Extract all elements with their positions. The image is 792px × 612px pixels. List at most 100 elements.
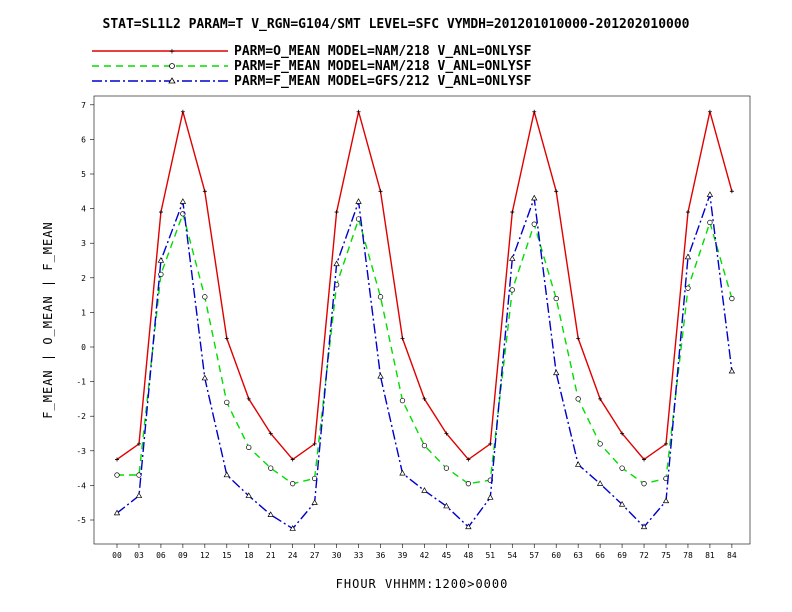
series-line-0: [116, 111, 733, 461]
data-point-circle: [202, 294, 208, 300]
x-tick-label: 57: [529, 551, 539, 560]
y-tick-label: 7: [81, 101, 86, 110]
data-point-plus: [620, 431, 625, 436]
y-tick-label: 1: [81, 308, 86, 317]
data-point-plus: [598, 396, 603, 401]
x-tick-label: 12: [200, 551, 210, 560]
y-tick-label: -5: [76, 516, 86, 525]
data-point-circle: [421, 442, 428, 449]
x-axis-label: FHOUR VHHMM:1200>0000: [336, 577, 509, 591]
data-point-circle: [246, 444, 252, 450]
data-point-plus: [532, 109, 537, 114]
x-tick-label: 51: [485, 551, 495, 560]
data-point-plus: [576, 336, 581, 341]
data-point-plus: [246, 396, 251, 401]
x-tick-label: 15: [222, 551, 232, 560]
data-point-circle: [465, 481, 472, 487]
legend-label-o-mean-nam: PARM=O_MEAN MODEL=NAM/218 V_ANL=ONLYSF: [234, 44, 532, 59]
series-group: [113, 109, 736, 531]
x-tick-label: 21: [266, 551, 276, 560]
data-point-triangle: [596, 480, 604, 486]
x-axis: 00 03 06 09 12 15 18 21 24 27 30 33 36 39 42 45 48 51 54 57…: [112, 544, 737, 560]
data-point-triangle: [487, 493, 494, 500]
data-point-triangle: [553, 369, 560, 376]
legend-plus-marker: +: [169, 47, 175, 57]
data-point-circle: [290, 481, 296, 487]
series-line-1: [117, 211, 733, 485]
plot-frame: [93, 95, 751, 545]
data-point-circle: [136, 472, 142, 478]
data-point-plus: [180, 109, 185, 114]
y-axis: -5 -4 -3 -2 -1 0 1 2 3 4 5 6 7: [76, 101, 94, 525]
x-tick-label: 06: [156, 551, 166, 560]
data-point-plus: [510, 210, 515, 215]
x-tick-label: 39: [398, 551, 408, 560]
x-tick-label: 84: [727, 551, 737, 560]
data-point-plus: [268, 431, 273, 436]
x-tick-label: 03: [134, 551, 144, 560]
x-tick-label: 24: [288, 551, 298, 560]
data-point-triangle: [201, 374, 209, 381]
x-tick-label: 48: [464, 551, 474, 560]
x-tick-label: 30: [332, 551, 342, 560]
data-point-triangle: [289, 525, 296, 531]
data-point-circle: [685, 285, 691, 291]
data-point-circle: [158, 271, 164, 277]
y-tick-label: 4: [81, 205, 86, 214]
data-point-triangle: [531, 194, 538, 201]
data-point-circle: [553, 295, 559, 302]
data-point-triangle: [399, 469, 406, 476]
data-point-circle: [443, 465, 450, 471]
y-tick-label: 2: [81, 274, 86, 283]
data-point-triangle: [706, 191, 714, 197]
data-point-circle: [224, 399, 230, 406]
data-point-circle: [399, 397, 406, 404]
x-tick-label: 54: [507, 551, 517, 560]
x-tick-label: 69: [617, 551, 627, 560]
data-point-triangle: [684, 253, 692, 260]
data-point-circle: [575, 396, 581, 402]
x-tick-label: 72: [639, 551, 649, 560]
y-tick-label: 0: [81, 343, 86, 352]
x-tick-label: 18: [244, 551, 254, 560]
x-tick-label: 78: [683, 551, 693, 560]
data-point-triangle: [113, 509, 121, 516]
data-point-plus: [290, 457, 295, 462]
x-tick-label: 42: [420, 551, 430, 560]
data-point-circle: [707, 219, 713, 226]
data-point-triangle: [465, 523, 472, 530]
data-point-triangle: [618, 500, 626, 507]
data-point-triangle: [421, 487, 428, 493]
data-point-circle: [377, 294, 384, 300]
data-point-circle: [531, 221, 537, 227]
data-point-triangle: [377, 372, 384, 379]
data-point-triangle: [157, 256, 165, 263]
x-tick-label: 36: [376, 551, 386, 560]
data-point-triangle: [311, 499, 318, 505]
data-point-circle: [729, 295, 735, 302]
data-point-plus: [312, 441, 317, 446]
legend-label-f-mean-gfs: PARM=F_MEAN MODEL=GFS/212 V_ANL=ONLYSF: [234, 74, 532, 89]
data-point-plus: [729, 189, 734, 194]
chart-title: STAT=SL1L2 PARAM=T V_RGN=G104/SMT LEVEL=…: [103, 17, 690, 32]
data-point-circle: [641, 481, 647, 487]
series-line-2: [116, 194, 733, 530]
y-tick-label: -1: [76, 378, 86, 387]
data-point-triangle: [333, 260, 340, 267]
legend-circle-marker: [169, 63, 175, 69]
data-point-plus: [224, 336, 229, 341]
data-point-triangle: [245, 492, 252, 498]
data-point-triangle: [640, 523, 648, 530]
data-point-plus: [202, 189, 207, 194]
y-tick-label: 5: [81, 170, 86, 179]
x-tick-label: 63: [573, 551, 583, 560]
data-point-triangle: [267, 511, 274, 517]
data-point-plus: [422, 396, 427, 401]
data-point-plus: [444, 431, 449, 436]
x-tick-label: 27: [310, 551, 320, 560]
legend: + PARM=O_MEAN MODEL=NAM/218 V_ANL=ONLYSF…: [92, 44, 532, 89]
data-point-plus: [707, 109, 712, 114]
data-point-circle: [509, 287, 515, 293]
data-point-plus: [664, 441, 668, 446]
